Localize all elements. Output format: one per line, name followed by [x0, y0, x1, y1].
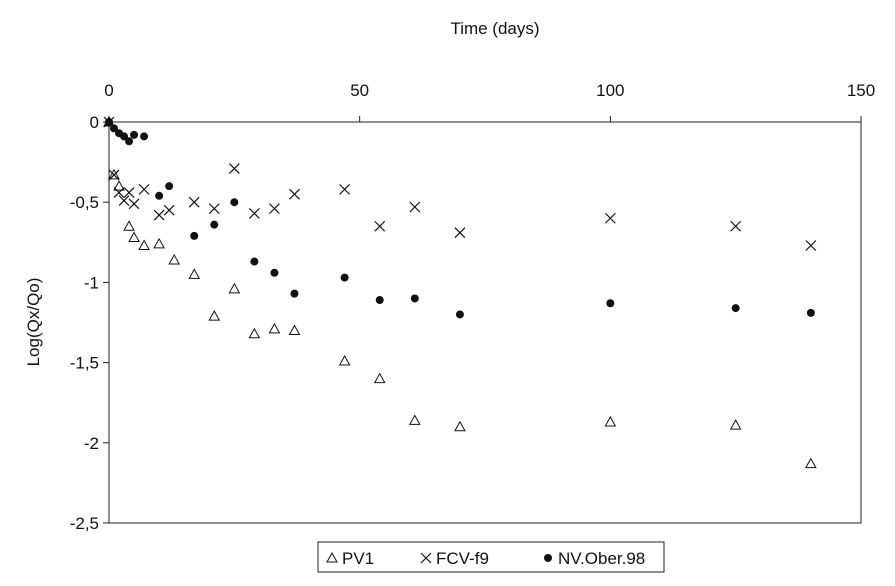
data-point: [108, 168, 120, 180]
y-tick-label: -0,5: [70, 193, 99, 212]
legend-marker: [326, 551, 338, 563]
data-point: [410, 294, 419, 303]
data-point: [188, 196, 200, 208]
series-1: [103, 116, 817, 251]
legend-marker: [544, 554, 552, 562]
y-axis-title: Log(Qx/Qo): [24, 278, 43, 367]
data-point: [729, 419, 742, 430]
data-point: [248, 327, 261, 339]
data-point: [454, 420, 466, 432]
data-point: [268, 322, 281, 334]
data-point: [604, 415, 617, 427]
data-point: [208, 203, 220, 215]
data-point: [138, 183, 150, 195]
plot-area: [108, 121, 862, 524]
data-point: [153, 237, 165, 249]
data-point: [153, 209, 165, 221]
data-point: [165, 182, 174, 191]
data-point: [374, 220, 386, 232]
data-point: [123, 220, 135, 231]
legend-marker: [420, 552, 432, 564]
y-tick-label: -2: [84, 434, 99, 453]
x-tick-label: 0: [104, 81, 113, 100]
data-point: [408, 414, 421, 425]
data-point: [455, 310, 464, 319]
y-tick-label: 0: [90, 113, 99, 132]
data-point: [138, 239, 150, 251]
data-point: [228, 282, 241, 294]
data-point: [230, 198, 239, 207]
data-point: [805, 240, 817, 251]
legend-label: FCV-f9: [436, 549, 489, 568]
data-point: [340, 273, 349, 282]
data-point: [248, 208, 260, 219]
data-point: [190, 231, 199, 240]
data-point: [339, 183, 351, 195]
data-point: [606, 299, 615, 308]
legend-label: PV1: [342, 549, 374, 568]
x-tick-label: 100: [596, 81, 624, 100]
data-point: [120, 132, 129, 141]
data-point: [128, 198, 140, 210]
data-point: [110, 124, 119, 133]
data-point: [168, 253, 181, 265]
data-point: [289, 188, 300, 200]
x-tick-label: 50: [350, 81, 369, 100]
legend-label: NV.Ober.98: [558, 549, 645, 568]
data-point: [140, 132, 149, 141]
data-point: [338, 354, 351, 366]
y-tick-label: -1,5: [70, 354, 99, 373]
data-point: [604, 212, 616, 224]
x-tick-label: 150: [847, 81, 875, 100]
data-point: [155, 191, 164, 200]
data-point: [730, 220, 742, 232]
data-point: [270, 268, 279, 277]
data-point: [118, 195, 130, 207]
data-point: [105, 118, 113, 126]
legend: PV1 FCV-f9 NV.Ober.98: [317, 541, 665, 573]
y-tick-label: -2,5: [70, 514, 99, 533]
series-0: [103, 115, 817, 469]
data-point: [731, 304, 740, 313]
x-axis: 0 50 100 150: [104, 81, 875, 122]
data-point: [123, 187, 135, 199]
series-2: [105, 118, 815, 319]
data-point: [805, 457, 817, 469]
data-point: [409, 201, 421, 213]
data-point: [208, 310, 221, 321]
data-point: [250, 257, 259, 266]
data-point: [188, 268, 201, 279]
data-point: [288, 324, 301, 336]
data-points: [103, 115, 817, 469]
y-axis: 0 -0,5 -1 -1,5 -2 -2,5: [70, 113, 109, 533]
data-point: [806, 308, 815, 317]
data-point: [128, 231, 140, 242]
data-point: [454, 227, 466, 239]
data-point: [108, 169, 120, 181]
legend-box: [317, 541, 665, 573]
data-point: [113, 180, 125, 191]
data-point: [228, 163, 240, 174]
data-point: [130, 130, 139, 139]
data-point: [163, 204, 175, 216]
x-axis-title: Time (days): [450, 19, 539, 38]
data-point: [373, 372, 386, 384]
y-tick-label: -1: [84, 273, 99, 292]
data-point: [375, 296, 384, 305]
data-point: [125, 137, 134, 146]
data-point: [269, 203, 280, 215]
data-point: [290, 289, 299, 298]
data-point: [210, 220, 219, 229]
data-point: [113, 187, 125, 199]
